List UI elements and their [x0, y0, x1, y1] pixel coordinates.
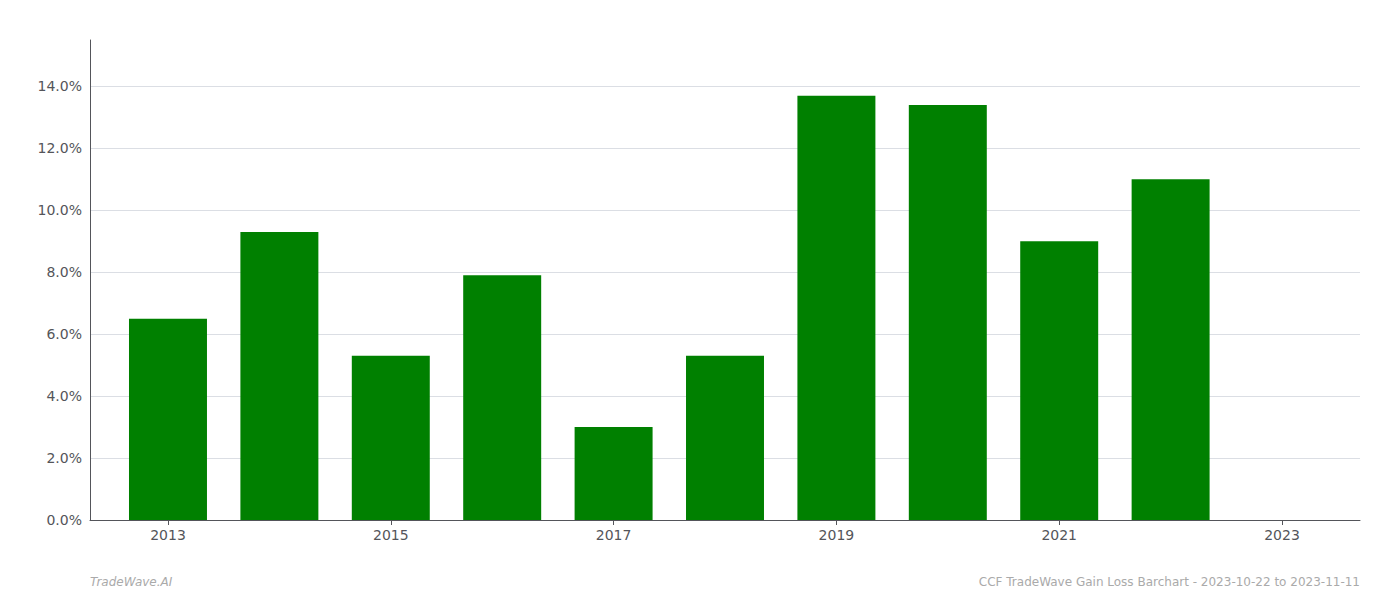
- svg-text:10.0%: 10.0%: [38, 202, 82, 218]
- svg-text:14.0%: 14.0%: [38, 78, 82, 94]
- svg-text:2013: 2013: [150, 527, 186, 543]
- svg-text:2023: 2023: [1264, 527, 1300, 543]
- svg-text:0.0%: 0.0%: [46, 512, 82, 528]
- svg-text:4.0%: 4.0%: [46, 388, 82, 404]
- svg-text:2021: 2021: [1041, 527, 1077, 543]
- svg-text:TradeWave.AI: TradeWave.AI: [90, 575, 173, 589]
- svg-text:6.0%: 6.0%: [46, 326, 82, 342]
- svg-text:CCF TradeWave Gain Loss Barcha: CCF TradeWave Gain Loss Barchart - 2023-…: [979, 575, 1360, 589]
- svg-text:2.0%: 2.0%: [46, 450, 82, 466]
- svg-text:2019: 2019: [819, 527, 855, 543]
- svg-text:12.0%: 12.0%: [38, 140, 82, 156]
- svg-text:8.0%: 8.0%: [46, 264, 82, 280]
- svg-text:2015: 2015: [373, 527, 409, 543]
- svg-text:2017: 2017: [596, 527, 632, 543]
